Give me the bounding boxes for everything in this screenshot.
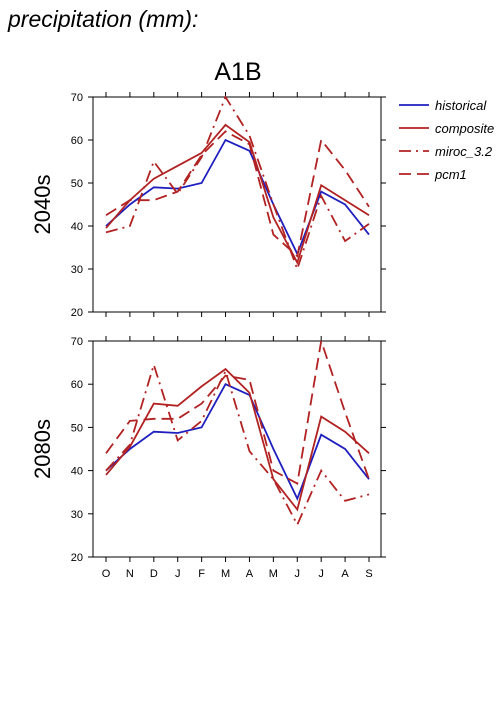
legend-item: miroc_3.2 [399, 144, 493, 159]
series-line-composite [105, 367, 370, 512]
series-line-pcm1 [105, 130, 370, 258]
legend-label: composite [435, 121, 494, 136]
y-tick-label: 20 [71, 552, 83, 564]
plot-frame [92, 96, 382, 313]
y-tick-label: 40 [71, 221, 83, 233]
y-tick-label: 70 [71, 336, 83, 348]
series-line-historical [105, 138, 370, 257]
x-tick-label: A [341, 568, 349, 580]
x-tick-label: N [126, 568, 134, 580]
legend-label: pcm1 [434, 167, 467, 182]
y-tick-label: 50 [71, 422, 83, 434]
legend-label: miroc_3.2 [435, 144, 493, 159]
legend: historical composite miroc_3.2 pcm1 [399, 98, 494, 182]
x-tick-label: D [150, 568, 158, 580]
y-tick-label: 20 [71, 307, 83, 319]
legend-label: historical [435, 98, 487, 113]
plot-frame [92, 340, 382, 558]
x-tick-label: J [295, 568, 301, 580]
series-line-historical [105, 383, 370, 501]
legend-item: composite [399, 121, 494, 136]
series-line-composite [105, 123, 370, 265]
x-tick-label: J [175, 568, 181, 580]
x-tick-label: M [221, 568, 230, 580]
series-line-miroc-3-2 [105, 95, 370, 272]
y-tick-label: 40 [71, 466, 83, 478]
y-tick-label: 30 [71, 509, 83, 521]
x-tick-label: F [198, 568, 205, 580]
y-tick-label: 60 [71, 135, 83, 147]
x-tick-label: A [246, 568, 254, 580]
y-tick-label: 50 [71, 178, 83, 190]
y-tick-label: 60 [71, 379, 83, 391]
panels: 20 30 40 50 60 70 2040s 20 30 40 50 60 70 O N D J F M A M J J A… [30, 92, 386, 580]
x-tick-label: S [365, 568, 372, 580]
page-title: precipitation (mm): [8, 6, 199, 32]
x-tick-label: J [318, 568, 324, 580]
legend-item: historical [399, 98, 487, 113]
y-axis-label: 2040s [30, 175, 55, 235]
panel-2080s: 20 30 40 50 60 70 O N D J F M A M J J A S 2080s [30, 336, 386, 580]
y-tick-label: 30 [71, 264, 83, 276]
series-line-pcm1 [105, 340, 370, 485]
x-tick-label: M [269, 568, 278, 580]
y-axis-label: 2080s [30, 419, 55, 479]
panel-2040s: 20 30 40 50 60 70 2040s [30, 92, 386, 319]
y-tick-label: 70 [71, 92, 83, 104]
series-line-miroc-3-2 [105, 361, 370, 527]
legend-item: pcm1 [399, 167, 467, 182]
figure-title: A1B [214, 58, 261, 86]
x-tick-label: O [102, 568, 111, 580]
